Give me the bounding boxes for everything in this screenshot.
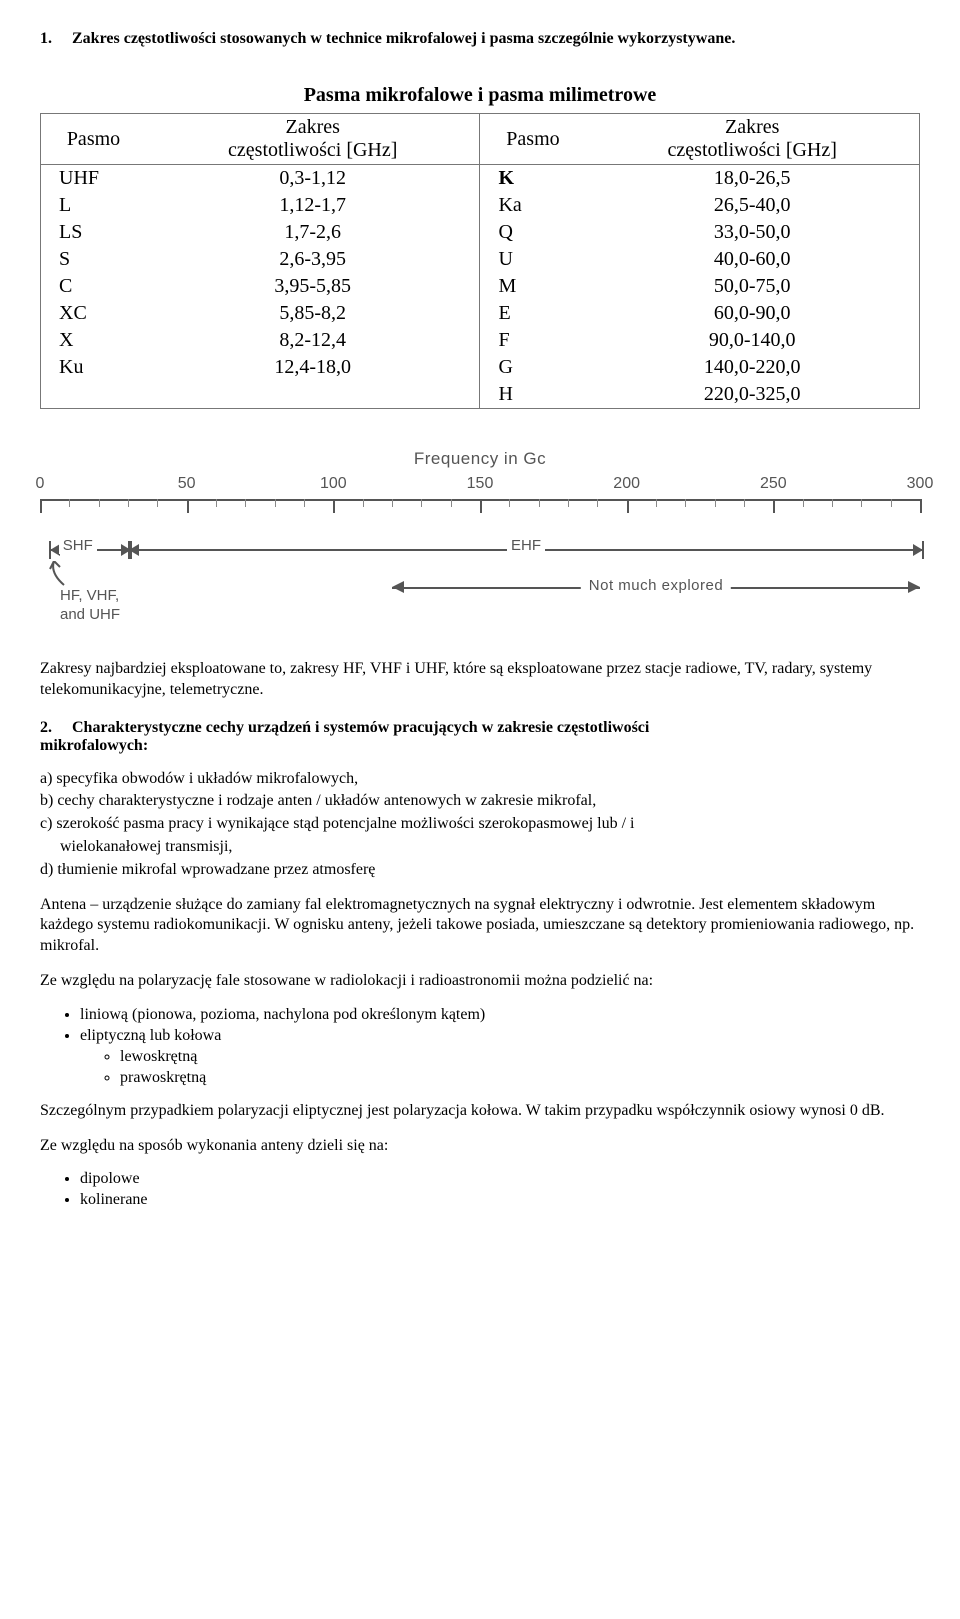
range-cell: 26,5-40,0 — [585, 192, 919, 219]
section-1-heading: 1. Zakres częstotliwości stosowanych w t… — [40, 30, 920, 48]
antenna-type-list: dipolowe kolinerane — [80, 1170, 920, 1209]
range-cell: 12,4-18,0 — [146, 354, 480, 381]
band-cell: XC — [41, 300, 146, 327]
table-row: Ku12,4-18,0G140,0-220,0 — [41, 354, 920, 381]
th-range-left: Zakres częstotliwości [GHz] — [146, 114, 480, 165]
band-cell — [41, 381, 146, 409]
section-2-heading: 2. Charakterystyczne cechy urządzeń i sy… — [40, 719, 920, 755]
item-b: b) cechy charakterystyczne i rodzaje ant… — [40, 791, 920, 812]
axis-tick-label: 150 — [467, 475, 494, 493]
polarization-list: liniową (pionowa, pozioma, nachylona pod… — [80, 1006, 920, 1087]
table-row: XC5,85-8,2E60,0-90,0 — [41, 300, 920, 327]
shf-segment: SHF — [49, 541, 132, 559]
range-cell: 90,0-140,0 — [585, 327, 919, 354]
hf-note: HF, VHF, and UHF — [60, 587, 120, 625]
lettered-list: a) specyfika obwodów i układów mikrofalo… — [40, 769, 920, 881]
chart-title: Frequency in Gc — [40, 449, 920, 469]
table-row: LS1,7-2,6Q33,0-50,0 — [41, 219, 920, 246]
sub-list-item: prawoskrętną — [120, 1069, 920, 1087]
item-c-l2: wielokanałowej transmisji, — [40, 837, 920, 858]
bands-table: Pasmo Zakres częstotliwości [GHz] Pasmo … — [40, 113, 920, 409]
table-row: X8,2-12,4F90,0-140,0 — [41, 327, 920, 354]
item-c-l1: c) szerokość pasma pracy i wynikające st… — [40, 814, 920, 835]
band-cell: C — [41, 273, 146, 300]
explored-label: Not much explored — [581, 577, 731, 594]
band-cell: Ku — [41, 354, 146, 381]
section-2-title-l2: mikrofalowych: — [40, 737, 148, 754]
section-2-number: 2. — [40, 719, 68, 737]
axis-labels: 050100150200250300 — [40, 475, 920, 495]
annotation-row: HF, VHF, and UHF Not much explored — [40, 569, 920, 639]
axis-tick-label: 300 — [907, 475, 934, 493]
range-cell: 2,6-3,95 — [146, 246, 480, 273]
section-1-title: Zakres częstotliwości stosowanych w tech… — [72, 30, 735, 47]
range-cell: 1,12-1,7 — [146, 192, 480, 219]
table-title: Pasma mikrofalowe i pasma milimetrowe — [40, 84, 920, 107]
range-cell: 220,0-325,0 — [585, 381, 919, 409]
range-cell: 1,7-2,6 — [146, 219, 480, 246]
list-item: kolinerane — [80, 1191, 920, 1209]
list-item: liniową (pionowa, pozioma, nachylona pod… — [80, 1006, 920, 1024]
sub-list-item: lewoskrętną — [120, 1048, 920, 1066]
band-cell: UHF — [41, 165, 146, 193]
band-cell: LS — [41, 219, 146, 246]
list-item: dipolowe — [80, 1170, 920, 1188]
band-cell: F — [480, 327, 585, 354]
axis-tick-label: 250 — [760, 475, 787, 493]
frequency-chart: Frequency in Gc 050100150200250300 SHF E… — [40, 449, 920, 639]
item-d: d) tłumienie mikrofal wprowadzane przez … — [40, 860, 920, 881]
item-a: a) specyfika obwodów i układów mikrofalo… — [40, 769, 920, 790]
band-cell: U — [480, 246, 585, 273]
th-band-right: Pasmo — [480, 114, 585, 165]
table-row: H220,0-325,0 — [41, 381, 920, 409]
band-cell: X — [41, 327, 146, 354]
paragraph-1: Zakresy najbardziej eksploatowane to, za… — [40, 659, 920, 701]
band-cell: Q — [480, 219, 585, 246]
band-cell: Ka — [480, 192, 585, 219]
th-band-left: Pasmo — [41, 114, 146, 165]
band-cell: M — [480, 273, 585, 300]
section-2-title-l1: Charakterystyczne cechy urządzeń i syste… — [72, 719, 649, 736]
paragraph-3: Ze względu na polaryzację fale stosowane… — [40, 971, 920, 992]
table-row: S2,6-3,95U40,0-60,0 — [41, 246, 920, 273]
ehf-label: EHF — [507, 537, 545, 554]
table-row: C3,95-5,85M50,0-75,0 — [41, 273, 920, 300]
axis-tick-label: 0 — [36, 475, 45, 493]
range-cell: 40,0-60,0 — [585, 246, 919, 273]
band-cell: S — [41, 246, 146, 273]
section-1-number: 1. — [40, 30, 68, 48]
range-cell: 0,3-1,12 — [146, 165, 480, 193]
paragraph-2: Antena – urządzenie służące do zamiany f… — [40, 895, 920, 957]
range-cell: 33,0-50,0 — [585, 219, 919, 246]
paragraph-5: Ze względu na sposób wykonania anteny dz… — [40, 1136, 920, 1157]
range-cell — [146, 381, 480, 409]
th-range-right: Zakres częstotliwości [GHz] — [585, 114, 919, 165]
range-cell: 60,0-90,0 — [585, 300, 919, 327]
axis-tick-label: 50 — [178, 475, 196, 493]
range-cell: 3,95-5,85 — [146, 273, 480, 300]
table-row: UHF0,3-1,12K18,0-26,5 — [41, 165, 920, 193]
range-cell: 50,0-75,0 — [585, 273, 919, 300]
shf-label: SHF — [59, 537, 97, 554]
paragraph-4: Szczególnym przypadkiem polaryzacji elip… — [40, 1101, 920, 1122]
axis-line — [40, 499, 920, 531]
band-cell: K — [480, 165, 585, 193]
range-cell: 140,0-220,0 — [585, 354, 919, 381]
band-row: SHF EHF — [40, 535, 920, 569]
band-cell: G — [480, 354, 585, 381]
axis-tick-label: 200 — [613, 475, 640, 493]
band-cell: H — [480, 381, 585, 409]
table-row: L1,12-1,7Ka26,5-40,0 — [41, 192, 920, 219]
list-item: eliptyczną lub kołowa lewoskrętną prawos… — [80, 1027, 920, 1087]
band-cell: E — [480, 300, 585, 327]
range-cell: 5,85-8,2 — [146, 300, 480, 327]
band-cell: L — [41, 192, 146, 219]
ehf-segment: EHF — [128, 541, 924, 559]
range-cell: 8,2-12,4 — [146, 327, 480, 354]
axis-tick-label: 100 — [320, 475, 347, 493]
range-cell: 18,0-26,5 — [585, 165, 919, 193]
